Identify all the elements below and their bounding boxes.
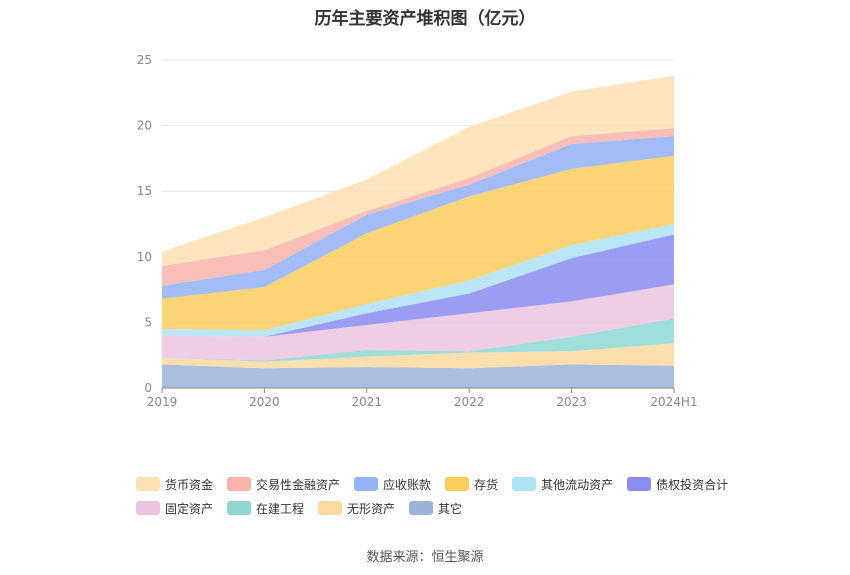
area-无形资产 xyxy=(162,343,674,369)
legend-swatch xyxy=(136,501,160,515)
area-在建工程 xyxy=(162,318,674,362)
area-固定资产 xyxy=(162,284,674,361)
area-其他流动资产 xyxy=(162,224,674,337)
y-tick-label: 0 xyxy=(144,381,152,395)
area-其它 xyxy=(162,364,674,388)
legend-item-其他流动资产[interactable]: 其他流动资产 xyxy=(512,476,613,493)
legend-label: 债权投资合计 xyxy=(656,477,729,492)
stacked-area-chart: 0 5 10 15 20 25 2019 2020 2021 2022 2023 2024H1 xyxy=(137,53,698,409)
legend-label: 货币资金 xyxy=(165,477,214,492)
legend-item-货币资金[interactable]: 货币资金 xyxy=(136,476,213,493)
legend-item-债权投资合计[interactable]: 债权投资合计 xyxy=(627,476,728,493)
legend-item-无形资产[interactable]: 无形资产 xyxy=(318,500,395,517)
legend-label: 其它 xyxy=(438,501,463,516)
y-tick-label: 5 xyxy=(144,315,152,329)
y-tick-label: 10 xyxy=(137,250,152,264)
y-tick-label: 20 xyxy=(137,119,152,133)
legend-item-固定资产[interactable]: 固定资产 xyxy=(136,500,213,517)
x-tick-label: 2023 xyxy=(556,395,587,409)
legend-label: 存货 xyxy=(474,477,499,492)
legend-label: 在建工程 xyxy=(256,501,305,516)
y-tick-label: 15 xyxy=(137,184,152,198)
x-tick-label: 2020 xyxy=(249,395,280,409)
legend-label: 应收账款 xyxy=(383,477,432,492)
area-货币资金 xyxy=(162,75,674,266)
area-债权投资合计 xyxy=(162,234,674,337)
legend-label: 无形资产 xyxy=(347,501,396,516)
x-tick-label: 2021 xyxy=(352,395,383,409)
legend-item-在建工程[interactable]: 在建工程 xyxy=(227,500,304,517)
legend-label: 其他流动资产 xyxy=(541,477,614,492)
legend-row-1: 货币资金 交易性金融资产 应收账款 存货 其他流动资产 债权投资合计 xyxy=(136,472,736,496)
legend-swatch xyxy=(445,477,470,491)
legend-item-其它[interactable]: 其它 xyxy=(409,500,462,517)
legend-swatch xyxy=(627,477,652,491)
legend-row-2: 固定资产 在建工程 无形资产 其它 xyxy=(136,496,736,520)
legend-label: 交易性金融资产 xyxy=(256,477,341,492)
legend-swatch xyxy=(409,501,434,515)
legend-swatch xyxy=(354,477,379,491)
legend-item-存货[interactable]: 存货 xyxy=(445,476,498,493)
legend-swatch xyxy=(136,477,160,491)
legend-swatch xyxy=(227,501,252,515)
area-交易性金融资产 xyxy=(162,128,674,286)
x-tick-label: 2019 xyxy=(147,395,178,409)
x-tick-label: 2022 xyxy=(454,395,485,409)
legend-swatch xyxy=(512,477,537,491)
y-tick-label: 25 xyxy=(137,53,152,67)
legend-item-交易性金融资产[interactable]: 交易性金融资产 xyxy=(227,476,340,493)
x-tick-label: 2024H1 xyxy=(650,395,697,409)
legend-swatch xyxy=(227,477,252,491)
legend-swatch xyxy=(318,501,343,515)
chart-title: 历年主要资产堆积图（亿元） xyxy=(314,9,536,29)
legend-label: 固定资产 xyxy=(165,501,214,516)
chart-legend: 货币资金 交易性金融资产 应收账款 存货 其他流动资产 债权投资合计 固定资产 … xyxy=(136,472,736,520)
data-source: 数据来源：恒生聚源 xyxy=(366,550,484,565)
legend-item-应收账款[interactable]: 应收账款 xyxy=(354,476,431,493)
area-应收账款 xyxy=(162,136,674,299)
area-存货 xyxy=(162,155,674,331)
